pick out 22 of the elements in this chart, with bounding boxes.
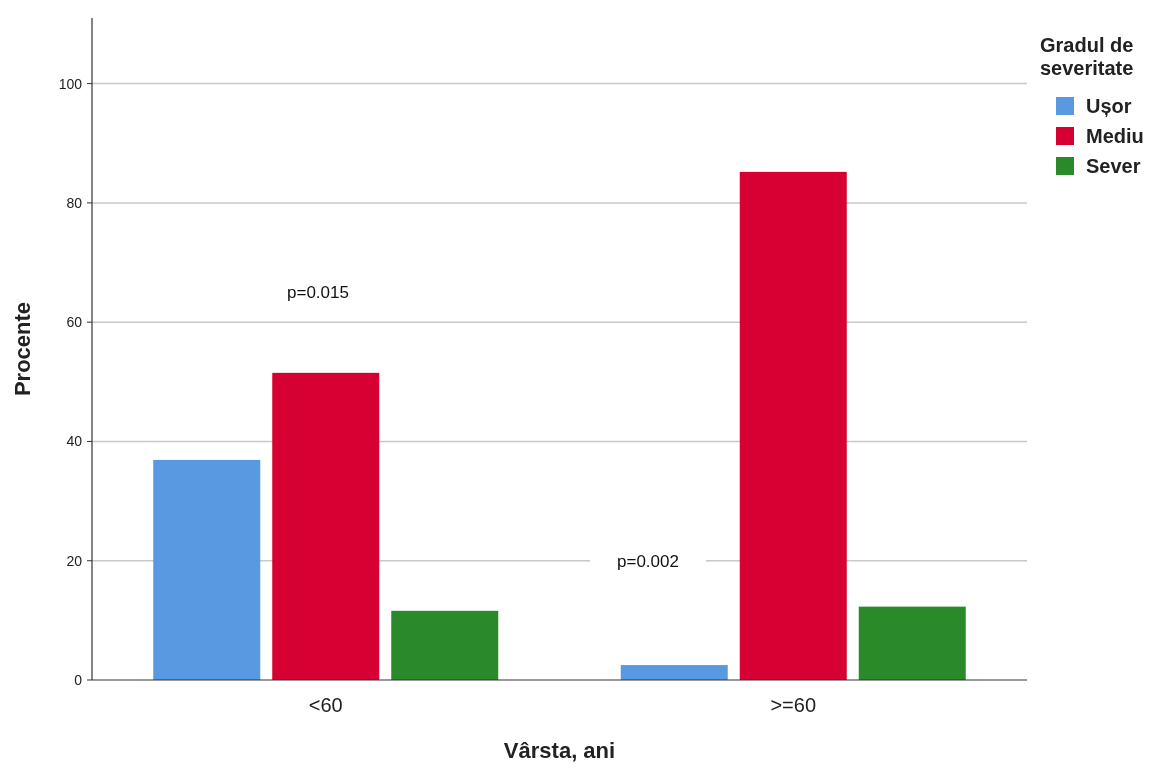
bar: [620, 665, 728, 680]
annotation: p=0.002: [617, 551, 679, 571]
bar: [153, 459, 261, 680]
x-tick-label: >=60: [770, 694, 817, 716]
legend-label: Ușor: [1086, 95, 1132, 117]
legend-title: Gradul de severitate: [1040, 34, 1134, 79]
bar: [391, 610, 499, 680]
y-tick-label: 0: [74, 671, 83, 688]
legend-label: Sever: [1086, 155, 1141, 177]
annotation: p=0.015: [287, 283, 349, 303]
y-axis-title: Procente: [10, 301, 35, 397]
x-axis-title: Vârsta, ani: [503, 738, 616, 763]
y-tick-label: 40: [66, 433, 83, 450]
bar: [858, 606, 966, 680]
legend-label: Mediu: [1086, 125, 1144, 147]
y-tick-label: 60: [66, 314, 83, 331]
y-tick-label: 100: [58, 75, 83, 92]
bar: [272, 372, 380, 680]
x-tick-label: <60: [308, 694, 343, 716]
bar: [739, 171, 847, 680]
y-tick-label: 20: [66, 552, 83, 569]
y-tick-label: 80: [66, 194, 83, 211]
